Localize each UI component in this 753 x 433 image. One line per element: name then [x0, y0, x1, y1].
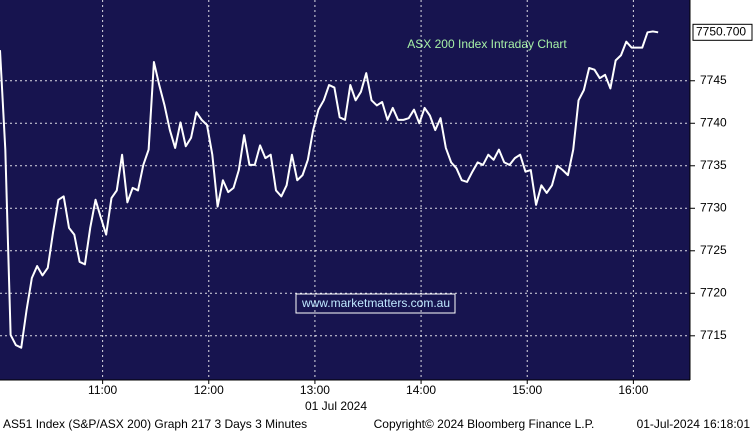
y-tick-label: 7740: [700, 115, 727, 129]
x-tick-label: 12:00: [194, 383, 224, 397]
watermark-box: [295, 293, 456, 314]
y-tick-label: 7745: [700, 73, 727, 87]
y-tick-label: 7725: [700, 243, 727, 257]
x-tick-label: 16:00: [618, 383, 648, 397]
x-tick-label: 14:00: [406, 383, 436, 397]
y-tick-label: 7715: [700, 328, 727, 342]
x-tick-label: 11:00: [88, 383, 117, 397]
date-label: 01 Jul 2024: [305, 399, 367, 413]
y-tick-label: 7735: [700, 158, 727, 172]
x-tick-label: 15:00: [512, 383, 542, 397]
last-price-box: [692, 23, 753, 41]
footer-center: Copyright© 2024 Bloomberg Finance L.P.: [374, 417, 595, 431]
last-price-label: 7750.700: [696, 24, 746, 38]
footer-left: AS51 Index (S&P/ASX 200) Graph 217 3 Day…: [3, 417, 307, 431]
plot-area: [0, 0, 690, 380]
price-line: [0, 30, 659, 349]
x-tick-label: 13:00: [300, 383, 330, 397]
footer-right: 01-Jul-2024 16:18:01: [637, 417, 751, 431]
watermark: www.marketmatters.com.au: [301, 296, 450, 310]
chart-title: ASX 200 Index Intraday Chart: [407, 37, 567, 51]
y-tick-label: 7720: [700, 285, 727, 299]
y-tick-label: 7730: [700, 200, 727, 214]
